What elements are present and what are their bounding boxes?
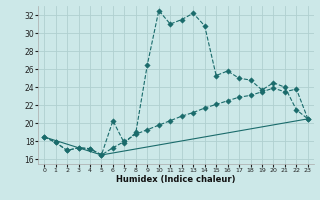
X-axis label: Humidex (Indice chaleur): Humidex (Indice chaleur) bbox=[116, 175, 236, 184]
